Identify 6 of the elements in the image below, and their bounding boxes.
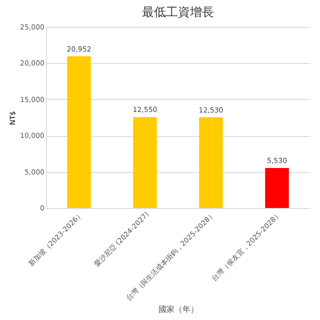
bar <box>199 117 223 208</box>
bar <box>67 56 91 208</box>
bar <box>133 117 157 208</box>
x-axis-title: 國家（年） <box>158 304 198 314</box>
bar <box>265 168 289 208</box>
chart-title: 最低工資增長 <box>142 5 214 19</box>
